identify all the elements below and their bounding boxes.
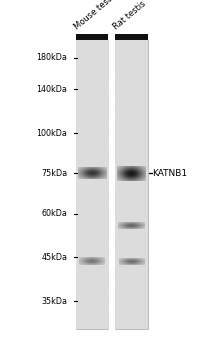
Text: Mouse testis: Mouse testis xyxy=(72,0,118,32)
Text: 75kDa: 75kDa xyxy=(41,169,67,178)
Text: 180kDa: 180kDa xyxy=(36,53,67,62)
Bar xyxy=(116,40,148,329)
Text: 140kDa: 140kDa xyxy=(36,85,67,94)
Text: 35kDa: 35kDa xyxy=(41,296,67,306)
Bar xyxy=(116,34,148,40)
Bar xyxy=(76,40,108,329)
Text: 60kDa: 60kDa xyxy=(42,209,67,218)
Text: Rat testis: Rat testis xyxy=(112,0,148,32)
Text: 100kDa: 100kDa xyxy=(36,128,67,138)
Text: KATNB1: KATNB1 xyxy=(152,169,188,178)
Text: 45kDa: 45kDa xyxy=(41,253,67,262)
Bar xyxy=(76,34,108,40)
